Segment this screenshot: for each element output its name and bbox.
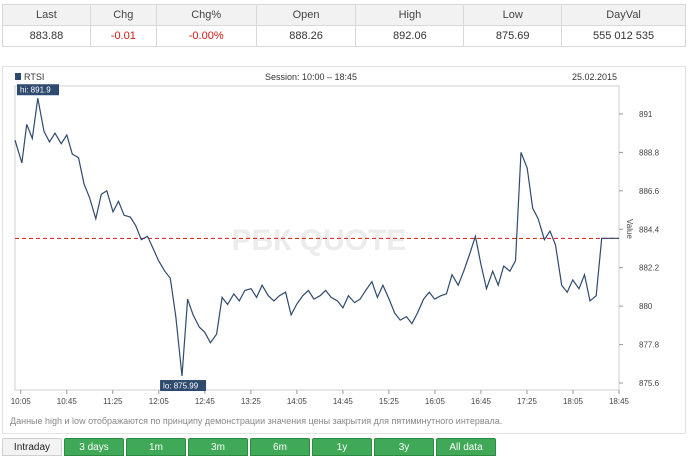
lo-label-box [160,380,207,392]
value-last: 883.88 [2,25,91,47]
value-open: 888.26 [255,25,357,47]
x-axis: 10:05 10:45 11:25 12:05 12:45 13:25 14:05 14:45… [11,390,630,406]
header-dayval: DayVal [561,4,686,26]
y-tick-label: 884.4 [639,225,660,234]
legend-swatch [15,73,21,80]
quote-header-row: Last Chg Chg% Open High Low DayVal [2,4,686,26]
tab-3m[interactable]: 3m [188,438,248,456]
series-line-rtsi [14,98,619,377]
y-tick-label: 888.8 [639,148,660,157]
header-high: High [355,4,465,26]
x-tick-label: 15:25 [379,397,400,406]
value-chg: -0.01 [89,25,157,47]
y-tick-label: 880 [639,302,653,311]
date-label: 25.02.2015 [572,72,617,82]
x-tick-label: 10:45 [57,397,78,406]
y-axis: 875.6 877.8 880 882.2 884.4 886.6 888.8 891 [619,110,660,388]
lo-label: lo: 875.99 [163,382,199,391]
x-tick-label: 13:25 [241,397,262,406]
y-tick-label: 891 [639,110,653,119]
tab-1m[interactable]: 1m [126,438,186,456]
value-low: 875.69 [463,25,563,47]
legend-label: RTSI [24,72,44,82]
x-tick-label: 12:05 [149,397,170,406]
chart-container: RTSI Session: 10:00 – 18:45 25.02.2015 Р… [2,66,686,434]
value-chg-pct: -0.00% [155,25,257,47]
quote-table: Last Chg Chg% Open High Low DayVal 883.8… [2,4,686,47]
x-tick-label: 12:45 [195,397,216,406]
header-last: Last [2,4,91,26]
value-high: 892.06 [355,25,465,47]
x-tick-label: 16:45 [471,397,492,406]
header-open: Open [255,4,357,26]
hi-marker: hi: 891.9 [17,84,59,96]
x-tick-label: 11:25 [103,397,123,406]
tab-all-data[interactable]: All data [436,438,496,456]
tab-6m[interactable]: 6m [250,438,310,456]
x-tick-label: 10:05 [11,397,32,406]
x-tick-label: 18:45 [609,397,630,406]
hi-label: hi: 891.9 [20,86,51,95]
tab-3-days[interactable]: 3 days [64,438,124,456]
header-chg: Chg [89,4,157,26]
y-tick-label: 877.8 [639,341,660,350]
tab-1y[interactable]: 1y [312,438,372,456]
footnote: Данные high и low отображаются по принци… [10,416,503,426]
session-label: Session: 10:00 – 18:45 [265,72,357,82]
x-tick-label: 14:05 [287,397,308,406]
x-tick-label: 17:25 [517,397,538,406]
x-tick-label: 16:05 [425,397,446,406]
watermark: РБК QUOTE [232,224,407,257]
y-axis-title: Value [625,219,634,239]
tab-intraday[interactable]: Intraday [2,438,62,456]
y-tick-label: 875.6 [639,379,660,388]
value-dayval: 555 012 535 [561,25,686,47]
quote-value-row: 883.88 -0.01 -0.00% 888.26 892.06 875.69… [2,25,686,47]
header-low: Low [463,4,563,26]
y-tick-label: 882.2 [639,264,660,273]
range-tabs: Intraday 3 days 1m 3m 6m 1y 3y All data [2,438,498,456]
x-tick-label: 14:45 [333,397,354,406]
tab-3y[interactable]: 3y [374,438,434,456]
y-tick-label: 886.6 [639,187,660,196]
header-chg-pct: Chg% [155,4,257,26]
lo-marker: lo: 875.99 [160,380,207,392]
x-tick-label: 18:05 [563,397,584,406]
price-chart: RTSI Session: 10:00 – 18:45 25.02.2015 Р… [11,72,660,406]
hi-label-box [17,84,59,96]
